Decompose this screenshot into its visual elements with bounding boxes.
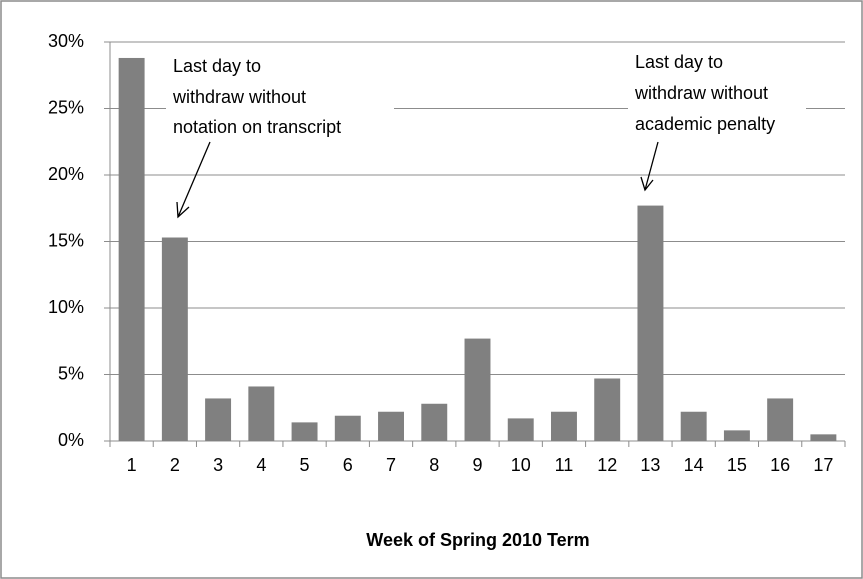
x-tick-label: 9 [472,455,482,475]
annotation-box [166,50,394,145]
bar [118,57,145,442]
bar [680,411,707,441]
bar [334,415,361,441]
bar [594,378,621,441]
x-tick-label: 11 [555,455,574,475]
annotation-text: notation on transcript [173,117,341,137]
annotation-text: withdraw without [172,87,306,107]
x-tick-label: 5 [300,455,310,475]
annotation-arrow [640,141,659,192]
bar [248,386,275,441]
x-tick-label: 15 [727,455,747,475]
bar [464,338,491,441]
bar [291,422,318,441]
y-tick-label: 0% [58,430,84,450]
bar [378,411,404,441]
bar [421,403,448,441]
x-tick-label: 7 [386,455,396,475]
annotation-text: Last day to [635,52,723,72]
bar [551,411,577,441]
annotation-text: academic penalty [635,114,775,134]
grid [104,41,846,447]
bar [637,205,664,441]
x-tick-label: 10 [511,455,531,475]
x-tick-label: 2 [170,455,180,475]
bar [507,418,534,441]
bar [205,398,232,441]
annotation-text: withdraw without [634,83,768,103]
x-tick-label: 6 [343,455,353,475]
x-tick-label: 17 [813,455,833,475]
y-tick-label: 25% [48,97,84,117]
x-tick-label: 4 [256,455,266,475]
annotation-text: Last day to [173,56,261,76]
x-tick-label: 3 [213,455,223,475]
x-axis-title: Week of Spring 2010 Term [366,530,589,550]
y-tick-label: 20% [48,164,84,184]
bar [767,398,794,441]
x-tick-label: 12 [597,455,617,475]
bar [161,237,188,441]
x-tick-label: 8 [429,455,439,475]
x-tick-label: 16 [770,455,790,475]
y-tick-label: 15% [48,230,84,250]
x-tick-label: 1 [127,455,137,475]
y-tick-label: 30% [48,31,84,51]
x-tick-label: 13 [640,455,660,475]
bar [810,434,837,441]
y-tick-label: 5% [58,363,84,383]
annotation-box [628,46,806,141]
y-tick-label: 10% [48,297,84,317]
bar [723,430,750,441]
bars [118,57,837,442]
annotation-arrow [176,141,211,219]
x-tick-label: 14 [684,455,704,475]
